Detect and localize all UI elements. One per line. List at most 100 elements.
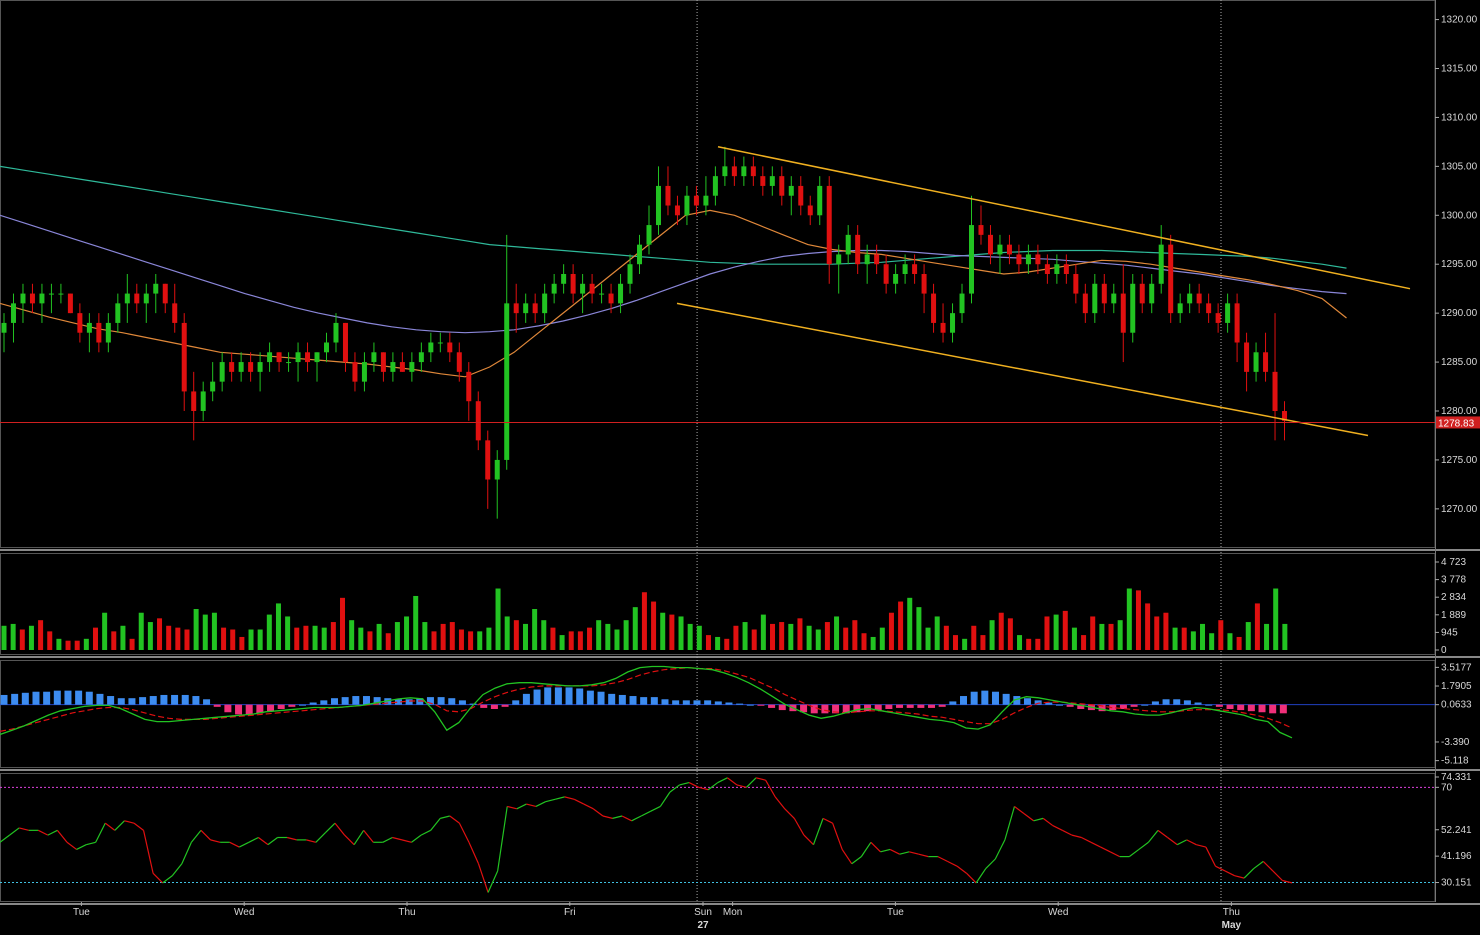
- candle[interactable]: [267, 352, 273, 363]
- volume-bar[interactable]: [577, 631, 583, 650]
- volume-bar[interactable]: [211, 612, 217, 650]
- candle[interactable]: [750, 166, 756, 177]
- candle[interactable]: [826, 185, 832, 265]
- candle[interactable]: [86, 322, 92, 333]
- volume-bar[interactable]: [651, 601, 657, 650]
- volume-bar[interactable]: [147, 622, 153, 650]
- candle[interactable]: [257, 362, 263, 372]
- volume-bar[interactable]: [1099, 623, 1105, 650]
- candle[interactable]: [817, 185, 823, 216]
- volume-bar[interactable]: [916, 607, 922, 650]
- candle[interactable]: [456, 352, 462, 372]
- candle[interactable]: [305, 352, 311, 363]
- volume-bar[interactable]: [632, 607, 638, 650]
- candle[interactable]: [1149, 283, 1155, 304]
- volume-bar[interactable]: [230, 629, 236, 650]
- candle[interactable]: [760, 176, 766, 186]
- volume-bar[interactable]: [239, 636, 245, 650]
- volume-bar[interactable]: [779, 622, 785, 650]
- volume-bar[interactable]: [275, 603, 281, 650]
- candle[interactable]: [1016, 254, 1022, 265]
- candle[interactable]: [1120, 293, 1126, 333]
- volume-bar[interactable]: [120, 625, 126, 650]
- candle[interactable]: [599, 293, 605, 295]
- volume-bar[interactable]: [1245, 622, 1251, 650]
- volume-bar[interactable]: [925, 627, 931, 650]
- candle[interactable]: [181, 322, 187, 392]
- volume-bar[interactable]: [175, 627, 181, 650]
- candle[interactable]: [248, 362, 254, 372]
- candle[interactable]: [20, 293, 26, 304]
- candle[interactable]: [153, 283, 159, 294]
- volume-bar[interactable]: [861, 633, 867, 650]
- volume-bar[interactable]: [10, 623, 16, 650]
- candle[interactable]: [864, 254, 870, 265]
- candle[interactable]: [115, 303, 121, 323]
- volume-bar[interactable]: [358, 627, 364, 650]
- candle[interactable]: [912, 264, 918, 274]
- volume-bar[interactable]: [38, 620, 44, 650]
- volume-bar[interactable]: [1007, 618, 1013, 650]
- candle[interactable]: [1225, 303, 1231, 323]
- candle[interactable]: [342, 322, 348, 363]
- volume-bar[interactable]: [696, 625, 702, 650]
- volume-bar[interactable]: [522, 623, 528, 650]
- candle[interactable]: [77, 313, 83, 333]
- candle[interactable]: [561, 274, 567, 284]
- candle[interactable]: [314, 352, 320, 363]
- volume-bar[interactable]: [1163, 612, 1169, 650]
- volume-bar[interactable]: [477, 631, 483, 650]
- candle[interactable]: [333, 322, 339, 343]
- candle[interactable]: [371, 352, 377, 363]
- candle[interactable]: [134, 293, 140, 304]
- candle[interactable]: [959, 293, 965, 314]
- volume-bar[interactable]: [321, 627, 327, 650]
- volume-bar[interactable]: [330, 622, 336, 650]
- volume-bar[interactable]: [1145, 603, 1151, 650]
- volume-bar[interactable]: [934, 616, 940, 650]
- candle[interactable]: [494, 459, 500, 480]
- volume-bar[interactable]: [166, 625, 172, 650]
- volume-bar[interactable]: [1154, 616, 1160, 650]
- volume-bar[interactable]: [422, 622, 428, 650]
- candle[interactable]: [390, 362, 396, 372]
- volume-bar[interactable]: [413, 595, 419, 650]
- volume-bar[interactable]: [687, 623, 693, 650]
- candle[interactable]: [29, 293, 35, 304]
- candle[interactable]: [1215, 313, 1221, 323]
- volume-bar[interactable]: [742, 622, 748, 650]
- volume-bar[interactable]: [998, 612, 1004, 650]
- volume-bar[interactable]: [468, 631, 474, 650]
- volume-bar[interactable]: [1200, 623, 1206, 650]
- volume-bar[interactable]: [724, 638, 730, 650]
- volume-bar[interactable]: [157, 618, 163, 650]
- volume-bar[interactable]: [962, 638, 968, 650]
- candle[interactable]: [741, 166, 747, 177]
- candle[interactable]: [665, 185, 671, 206]
- candle[interactable]: [1139, 283, 1145, 304]
- candle[interactable]: [466, 371, 472, 402]
- volume-bar[interactable]: [28, 625, 34, 650]
- volume-bar[interactable]: [495, 588, 501, 650]
- volume-bar[interactable]: [92, 627, 98, 650]
- candle[interactable]: [1244, 342, 1250, 372]
- price-panel[interactable]: 1320.00 1315.00 1310.00 1305.00 1300.00 1295.…: [0, 15, 1480, 519]
- volume-bar[interactable]: [605, 623, 611, 650]
- volume-bar[interactable]: [705, 635, 711, 650]
- volume-bar[interactable]: [1081, 635, 1087, 650]
- volume-bar[interactable]: [641, 592, 647, 650]
- candle[interactable]: [10, 303, 16, 323]
- volume-bar[interactable]: [1035, 638, 1041, 650]
- candle[interactable]: [589, 283, 595, 294]
- volume-bar[interactable]: [312, 625, 318, 650]
- candle[interactable]: [380, 352, 386, 372]
- volume-bar[interactable]: [1190, 631, 1196, 650]
- candle[interactable]: [551, 283, 557, 294]
- volume-bar[interactable]: [266, 614, 272, 650]
- candle[interactable]: [418, 352, 424, 363]
- candle[interactable]: [200, 391, 206, 411]
- candle[interactable]: [712, 176, 718, 196]
- candle[interactable]: [646, 225, 652, 245]
- volume-bar[interactable]: [532, 609, 538, 650]
